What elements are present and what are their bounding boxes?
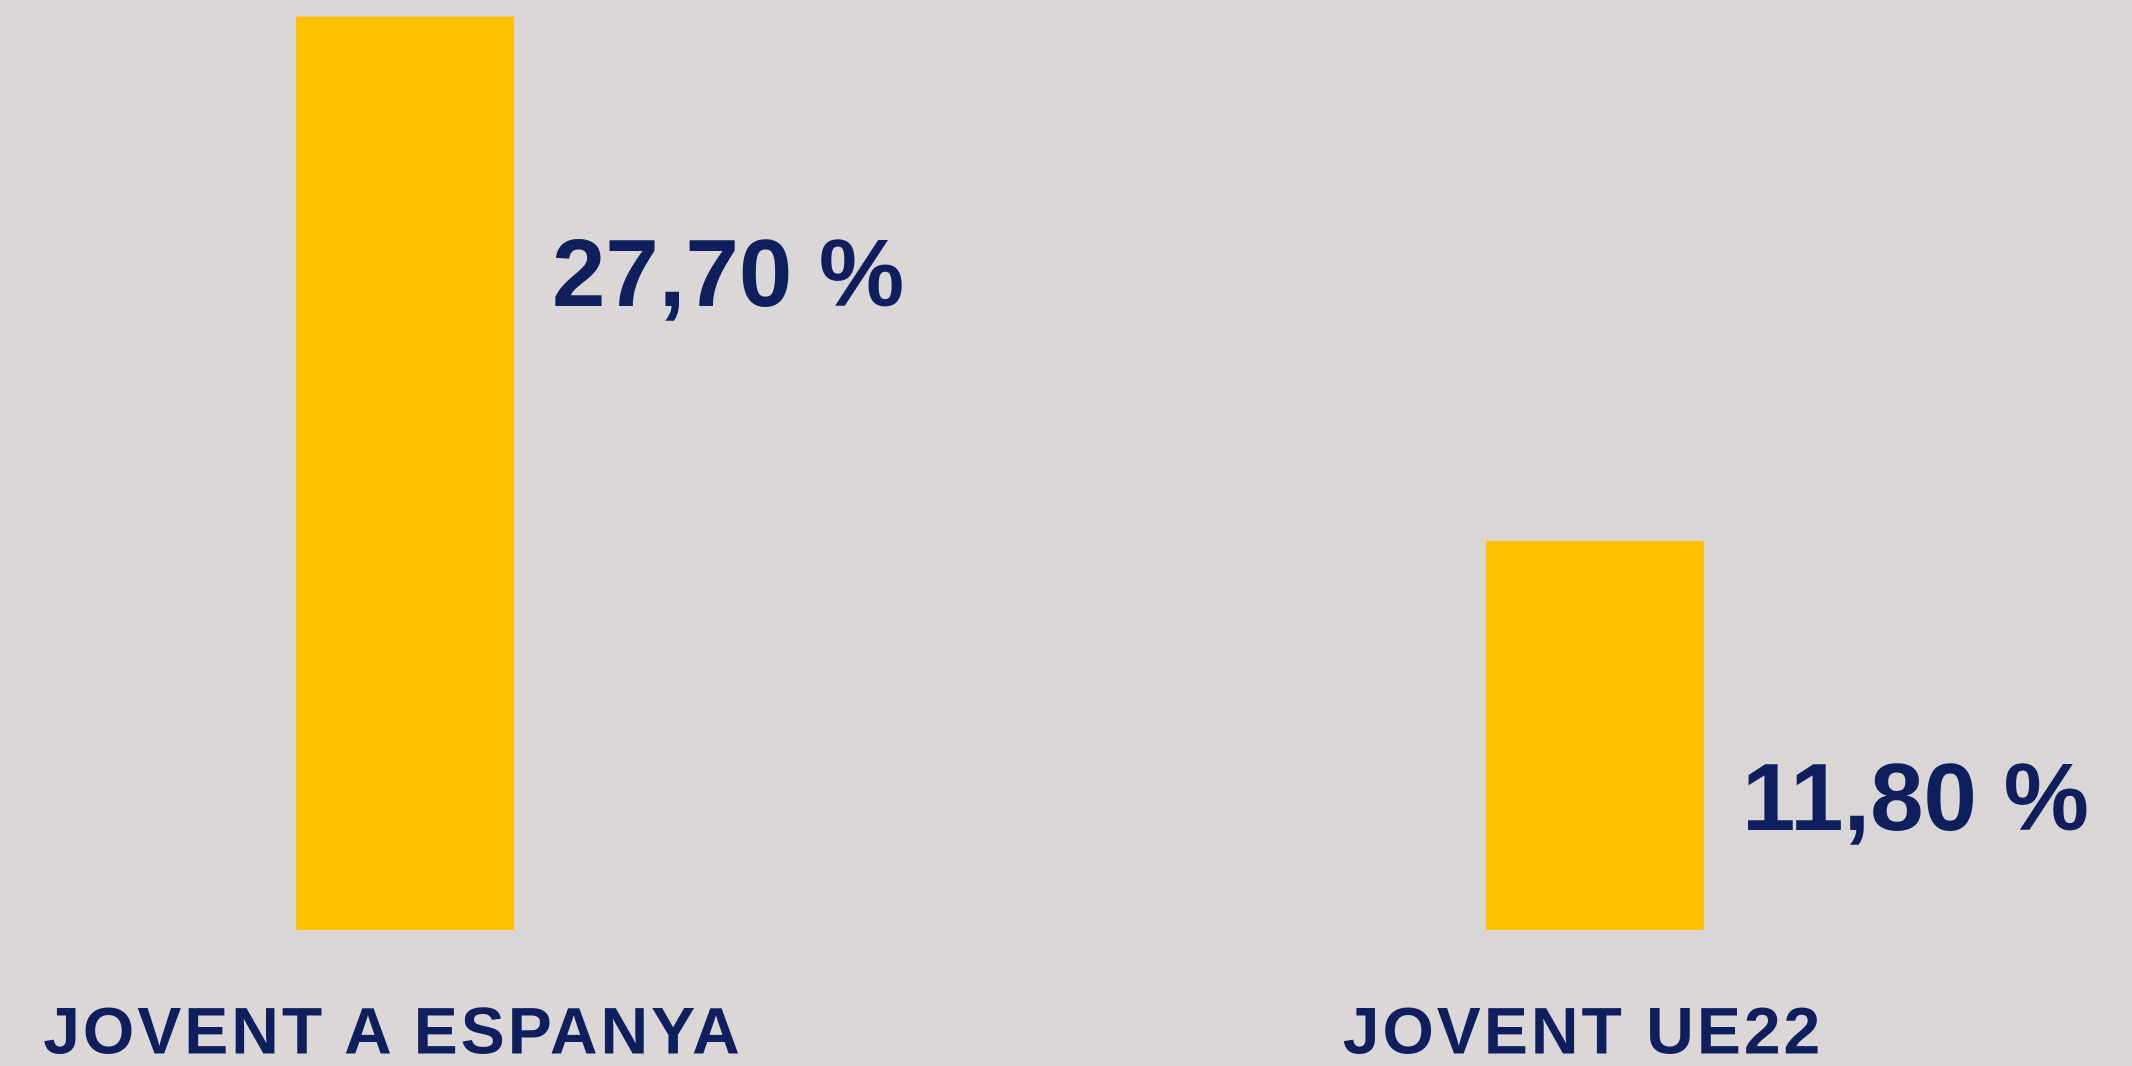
x-tick-label: JOVENT A ESPANYA: [43, 993, 743, 1066]
x-tick-label: JOVENT UE22: [1343, 993, 1824, 1066]
value-label: 11,80 %: [1742, 744, 2089, 851]
bar: [296, 16, 514, 930]
bar: [1486, 540, 1704, 930]
value-label: 27,70 %: [552, 220, 904, 327]
